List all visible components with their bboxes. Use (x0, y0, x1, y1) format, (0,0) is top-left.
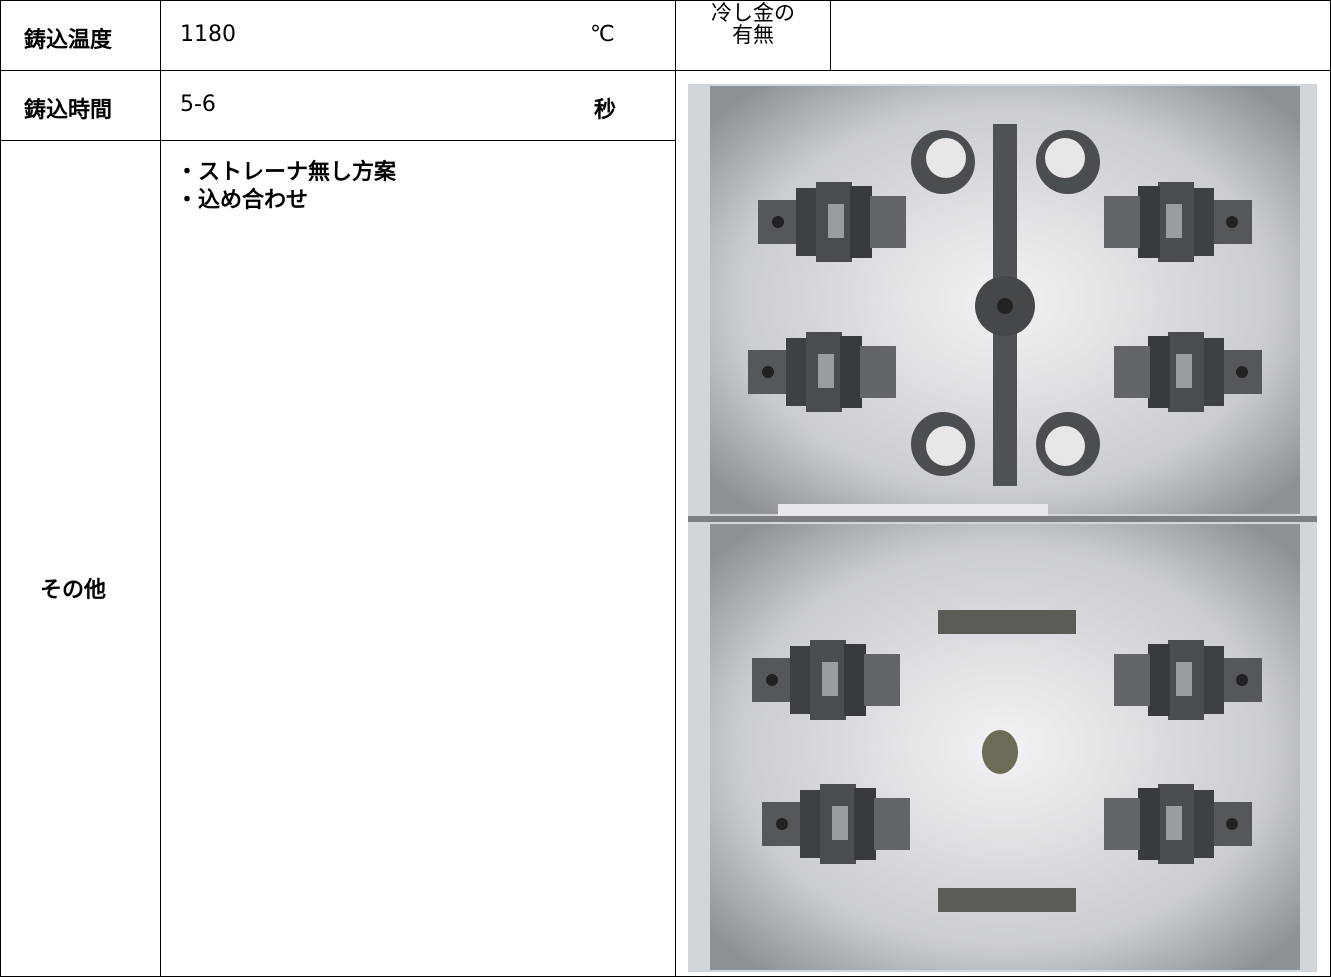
photo (688, 84, 1317, 972)
value: 1180 (180, 22, 236, 47)
value: 5-6 (180, 92, 216, 117)
note: ・ストレーナ無し方案 (176, 160, 397, 185)
label: その他 (40, 578, 107, 603)
cell (160, 140, 676, 977)
cell (0, 140, 161, 977)
cell (830, 0, 1331, 71)
note: ・込め合わせ (176, 188, 309, 213)
label: 冷し金の 有無 (711, 1, 795, 47)
label: 鋳込温度 (24, 28, 113, 53)
label: 鋳込時間 (24, 98, 113, 123)
unit: 秒 (594, 98, 617, 123)
unit: ℃ (590, 22, 615, 47)
